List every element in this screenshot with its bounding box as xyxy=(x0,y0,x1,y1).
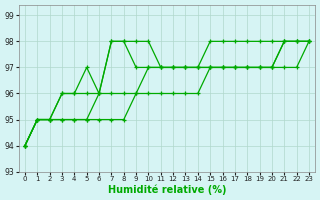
X-axis label: Humidité relative (%): Humidité relative (%) xyxy=(108,185,226,195)
